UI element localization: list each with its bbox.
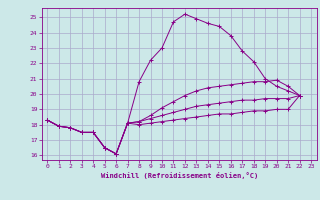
X-axis label: Windchill (Refroidissement éolien,°C): Windchill (Refroidissement éolien,°C) bbox=[100, 172, 258, 179]
